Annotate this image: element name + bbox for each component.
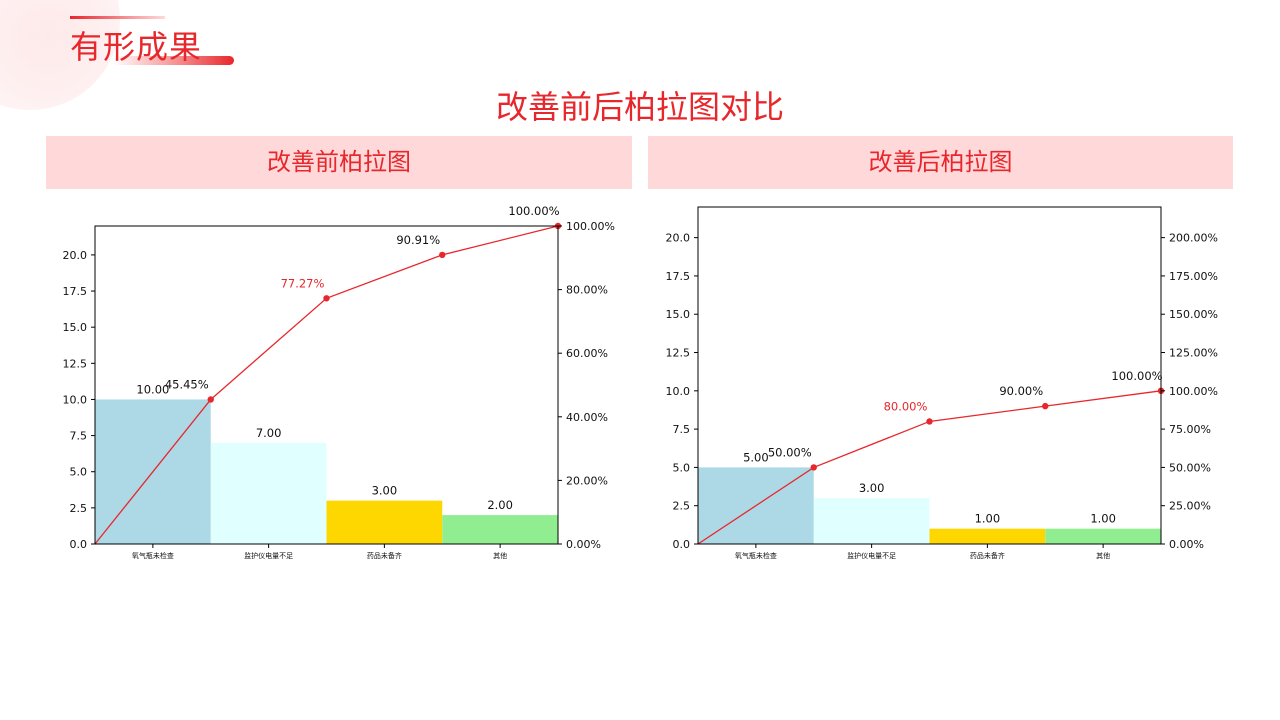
cumulative-label: 90.91% — [396, 233, 440, 247]
y2-tick-label: 75.00% — [1169, 423, 1211, 436]
cumulative-point — [207, 396, 214, 403]
y-tick-label: 0.0 — [70, 538, 88, 551]
cumulative-label: 77.27% — [281, 276, 325, 290]
main-title: 改善前后柏拉图对比 — [495, 88, 784, 126]
pareto-chart-after: 5.00 3.00 1.00 1.00 50.00% 80.00% 90.00% 100.00… — [666, 206, 1218, 560]
y2-tick-label: 0.00% — [566, 538, 601, 551]
y2-tick-label: 50.00% — [1169, 461, 1211, 474]
x-tick-label: 氧气瓶未检查 — [132, 551, 174, 560]
bar — [326, 500, 443, 544]
cumulative-label: 100.00% — [508, 204, 559, 218]
y2-tick-label: 125.00% — [1169, 347, 1218, 360]
y2-tick-label: 175.00% — [1169, 270, 1218, 283]
plot-frame — [697, 206, 1162, 545]
x-tick-label: 其他 — [493, 551, 507, 560]
y-tick-label: 2.5 — [70, 502, 88, 515]
cumulative-point — [1042, 402, 1049, 410]
cumulative-point — [323, 295, 330, 302]
cumulative-point — [810, 464, 817, 471]
y2-tick-label: 80.00% — [566, 284, 608, 297]
x-tick-label: 氧气瓶未检查 — [735, 551, 777, 560]
y2-tick-label: 20.00% — [566, 474, 608, 487]
y-tick-label: 15.0 — [666, 308, 691, 321]
plot-frame — [94, 225, 559, 545]
bar-value-label: 10.00 — [136, 382, 169, 396]
y2-tick-label: 150.00% — [1169, 308, 1218, 321]
bar-value-label: 1.00 — [1090, 512, 1116, 526]
bar-value-label: 1.00 — [975, 512, 1001, 526]
y-tick-label: 20.0 — [666, 232, 691, 245]
bar-value-label: 3.00 — [859, 481, 885, 495]
y2-tick-label: 200.00% — [1169, 232, 1218, 245]
y-tick-label: 10.0 — [63, 393, 88, 406]
panel-header-before: 改善前柏拉图 — [46, 136, 632, 189]
y-tick-label: 7.5 — [673, 423, 691, 436]
bar — [929, 528, 1046, 544]
bar — [813, 498, 930, 544]
y-tick-label: 15.0 — [63, 321, 88, 334]
x-tick-label: 药品未备齐 — [970, 551, 1005, 560]
y2-tick-label: 0.00% — [1169, 538, 1204, 551]
x-tick-label: 其他 — [1096, 551, 1110, 560]
y-tick-label: 0.0 — [673, 538, 691, 551]
section-title: 有形成果 — [70, 28, 203, 66]
pareto-chart-before: 10.00 7.00 3.00 2.00 45.45% 77.27% 90.91% 100.0… — [63, 204, 615, 560]
decorative-line-top — [70, 16, 165, 19]
y2-tick-label: 60.00% — [566, 347, 608, 360]
bar — [442, 515, 558, 544]
bar — [1045, 528, 1161, 544]
y-tick-label: 5.0 — [70, 466, 88, 479]
y-tick-label: 20.0 — [63, 249, 88, 262]
y-tick-label: 12.5 — [63, 357, 88, 370]
decorative-line-bottom — [112, 56, 234, 65]
bar-value-label: 7.00 — [256, 426, 282, 440]
bar-value-label: 3.00 — [372, 484, 398, 498]
cumulative-point — [926, 418, 933, 425]
y2-tick-label: 100.00% — [566, 220, 615, 233]
cumulative-point — [439, 251, 446, 259]
panel-header-after: 改善后柏拉图 — [648, 136, 1233, 189]
x-tick-label: 监护仪电量不足 — [244, 551, 293, 560]
y-tick-label: 7.5 — [70, 430, 88, 443]
y-tick-label: 2.5 — [673, 500, 691, 513]
y-tick-label: 10.0 — [666, 385, 691, 398]
cumulative-label: 90.00% — [999, 384, 1043, 398]
y2-tick-label: 40.00% — [566, 411, 608, 424]
cumulative-label: 100.00% — [1111, 369, 1162, 383]
cumulative-label: 50.00% — [768, 445, 812, 459]
y2-tick-label: 100.00% — [1169, 385, 1218, 398]
bar-value-label: 2.00 — [487, 498, 513, 512]
y-tick-label: 17.5 — [63, 285, 88, 298]
y-tick-label: 17.5 — [666, 270, 691, 283]
y2-tick-label: 25.00% — [1169, 500, 1211, 513]
y-tick-label: 12.5 — [666, 347, 691, 360]
bar-value-label: 5.00 — [743, 450, 769, 464]
y-tick-label: 5.0 — [673, 461, 691, 474]
x-tick-label: 药品未备齐 — [367, 551, 402, 560]
x-tick-label: 监护仪电量不足 — [847, 551, 896, 560]
cumulative-label: 80.00% — [884, 399, 928, 413]
cumulative-label: 45.45% — [165, 377, 209, 391]
bar — [210, 442, 327, 544]
